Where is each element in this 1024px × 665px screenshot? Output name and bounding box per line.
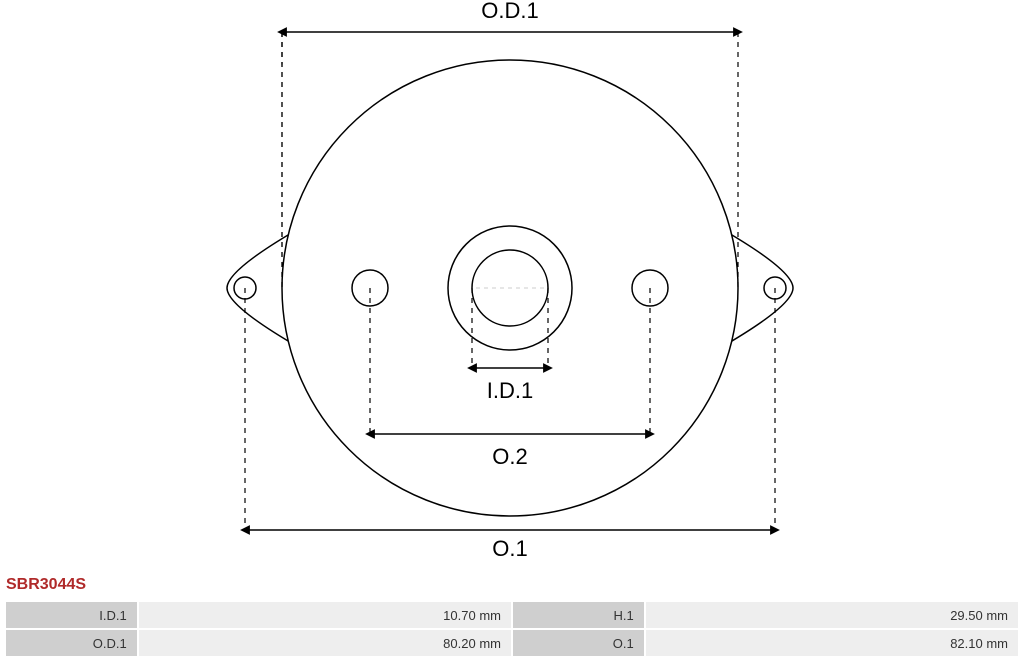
dimension-label-od1: O.D.1 [481,0,538,24]
spec-key: O.1 [513,630,644,656]
drawing-svg [0,0,1024,570]
spec-value: 82.10 mm [646,630,1018,656]
spec-table: I.D.110.70 mmH.129.50 mmO.D.180.20 mmO.1… [4,600,1020,658]
table-row: O.D.180.20 mmO.182.10 mm [6,630,1018,656]
spec-key: H.1 [513,602,644,628]
spec-value: 10.70 mm [139,602,511,628]
spec-key: I.D.1 [6,602,137,628]
spec-value: 80.20 mm [139,630,511,656]
dimension-label-o1: O.1 [492,536,527,562]
technical-drawing: O.D.1 I.D.1 O.2 O.1 [0,0,1024,570]
dimension-label-o2: O.2 [492,444,527,470]
table-row: I.D.110.70 mmH.129.50 mm [6,602,1018,628]
spec-value: 29.50 mm [646,602,1018,628]
part-number: SBR3044S [6,576,86,594]
dimension-label-id1: I.D.1 [487,378,533,404]
spec-key: O.D.1 [6,630,137,656]
